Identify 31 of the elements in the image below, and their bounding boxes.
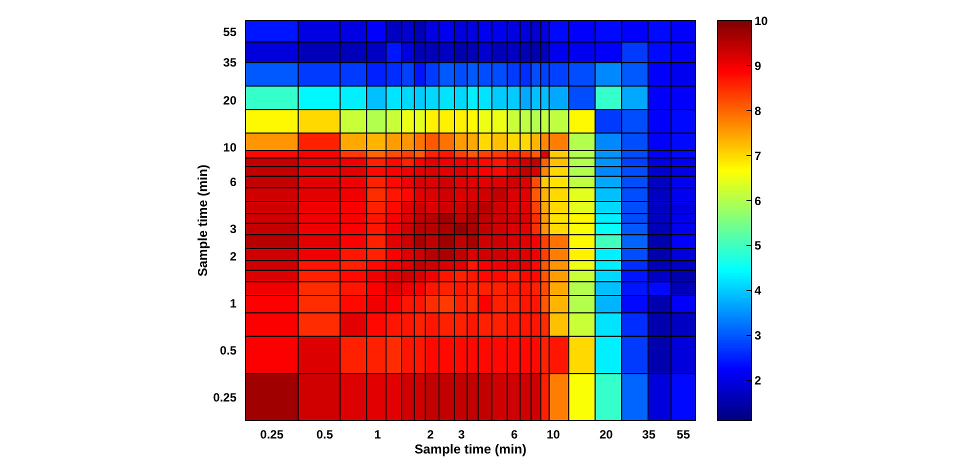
y-tick-label: 6 [230, 175, 237, 190]
y-tick-label: 35 [223, 55, 237, 70]
x-tick-label: 0.25 [260, 428, 284, 442]
color-bar-label: 9 [754, 58, 762, 73]
x-axis-title: Sample time (min) [414, 442, 526, 456]
color-bar-label: 6 [754, 194, 762, 208]
y-tick-label: 55 [223, 24, 237, 39]
y-tick-label: 0.5 [220, 344, 237, 358]
color-bar-label: 8 [754, 104, 762, 118]
x-tick-label: 55 [676, 428, 690, 442]
x-tick-label: 0.5 [316, 428, 334, 442]
y-tick-label: 0.25 [213, 390, 237, 405]
x-tick-label: 3 [458, 428, 466, 442]
color-bar-label: 4 [754, 284, 762, 298]
x-tick-label: 6 [510, 428, 518, 442]
color-bar-label: 10 [754, 14, 768, 28]
y-tick-label: 1 [230, 296, 237, 311]
y-tick-label: 2 [230, 250, 237, 264]
color-bar-label: 5 [754, 238, 762, 253]
y-tick-label: 10 [223, 140, 237, 154]
color-bar-label: 2 [754, 374, 762, 388]
x-tick-label: 10 [546, 428, 560, 442]
color-bar-label: 3 [754, 328, 762, 343]
y-tick-label: 20 [223, 93, 237, 108]
x-tick-label: 20 [599, 428, 614, 442]
y-tick-label: 3 [230, 222, 237, 236]
x-tick-label: 35 [642, 428, 656, 442]
x-tick-label: 2 [427, 428, 434, 442]
x-tick-label: 1 [374, 428, 382, 442]
color-bar-label: 7 [754, 148, 762, 163]
y-axis-title: Sample time (min) [195, 164, 210, 276]
